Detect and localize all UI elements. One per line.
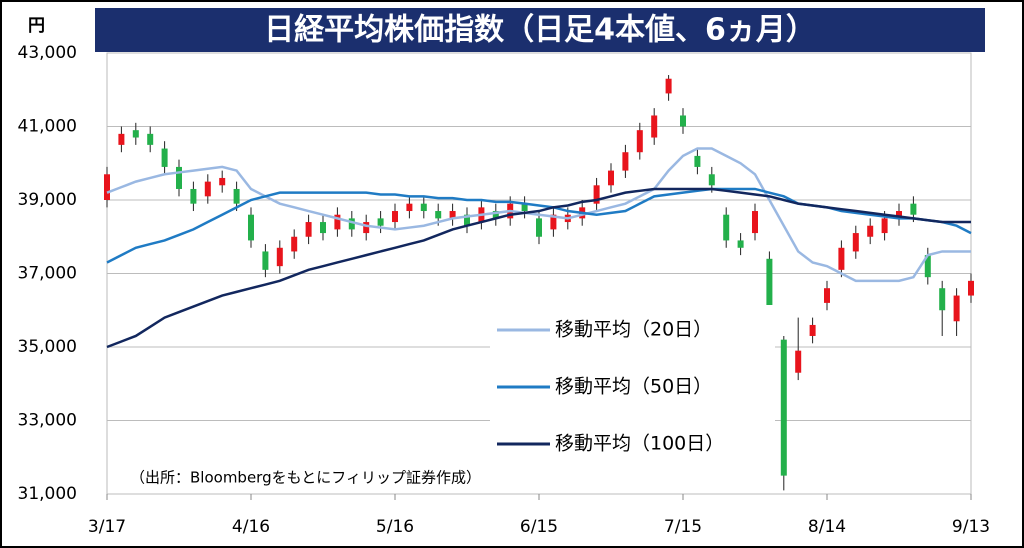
candle-body [248,214,254,241]
y-tick-label: 43,000 [18,43,77,63]
candle-body [262,251,269,270]
chart-title: 日経平均株価指数（日足4本値、6ヵ月） [264,13,816,48]
candle-body [536,218,542,237]
candle-body [276,247,283,267]
candle-body [449,211,456,219]
x-tick-label: 3/17 [88,517,126,537]
y-tick-label: 31,000 [18,484,77,504]
candle-body [118,133,125,145]
candle-body [204,181,211,197]
candle-body [852,233,859,252]
y-tick-label: 39,000 [18,190,77,210]
candle-body [132,130,139,138]
candle-body [737,240,744,248]
candle-body [363,222,370,234]
candle-body [593,185,600,204]
candle-body [219,177,226,186]
candle-body [233,188,240,204]
candle-body [867,225,874,237]
candle-body [622,152,629,171]
x-tick-label: 6/15 [520,517,558,537]
candle-body [291,236,298,252]
candle-body [968,280,974,296]
candle-body [723,214,730,241]
candle-body [910,203,917,215]
candle-body [924,255,931,278]
source-note: （出所：Bloombergをもとにフィリップ証券作成） [130,469,481,487]
candle-body [147,133,154,145]
candle-body [708,174,715,186]
legend-label: 移動平均（50日） [555,376,712,398]
x-tick-label: 5/16 [376,517,414,537]
candle-body [320,222,326,234]
candle-body [881,218,888,234]
candle-body [420,203,427,212]
candle-body [190,188,197,204]
candle-body [766,258,773,314]
candle-body [348,218,355,230]
candle-body [939,288,946,311]
candle-body [392,211,398,223]
x-tick-label: 9/13 [952,517,990,537]
candle-body [665,78,672,94]
moving-average-line [106,187,971,349]
title-banner [95,8,985,52]
candle-body [521,203,528,212]
candle-body [824,288,830,303]
candle-body [752,211,758,234]
y-tick-label: 35,000 [18,337,77,357]
candle-body [550,214,557,230]
candle-body [104,174,110,200]
candle-body [305,222,312,237]
x-tick-label: 7/15 [664,517,702,537]
y-tick-label: 37,000 [18,264,77,284]
x-tick-label: 8/14 [808,517,846,537]
moving-average-line [106,147,971,283]
candle-body [377,218,384,226]
candle-body [636,130,643,153]
candle-body [780,339,787,476]
candle-body [651,115,658,138]
candle-body [406,203,413,212]
legend-label: 移動平均（20日） [555,319,712,341]
legend-label: 移動平均（100日） [555,433,724,455]
y-tick-label: 33,000 [18,411,77,431]
candle-body [953,295,960,322]
candle-body [694,155,701,167]
candle-body [795,350,802,373]
candle-body [838,247,845,270]
candle-body [464,214,470,226]
candle-body [680,115,686,127]
x-tick-label: 4/16 [232,517,270,537]
candle-body [334,214,341,230]
candle-body [435,211,442,219]
candle-body [176,166,182,189]
y-tick-label: 41,000 [18,117,77,137]
candle-body [161,148,168,167]
candle-body [608,170,614,186]
candle-body [896,211,902,219]
candle-body [492,211,499,219]
y-unit: 円 [28,16,45,36]
candle-body [809,324,816,336]
